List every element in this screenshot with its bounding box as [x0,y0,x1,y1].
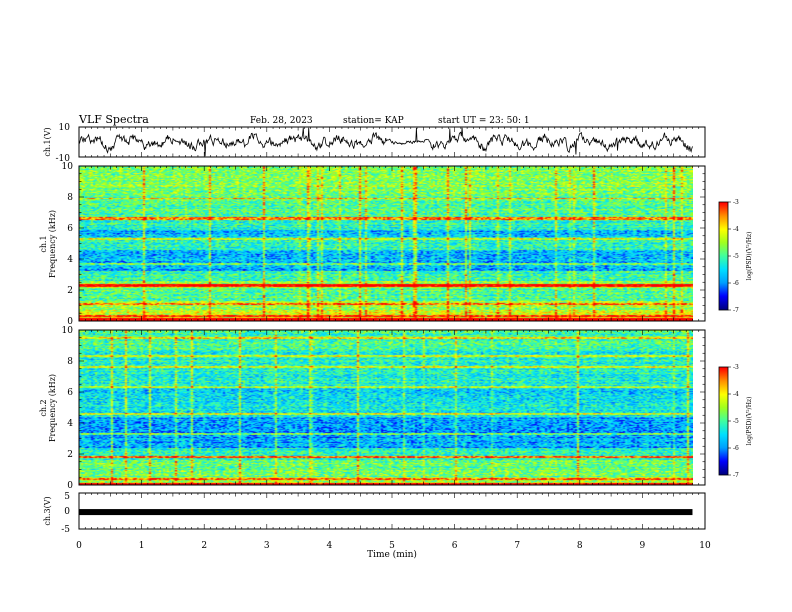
ch3-signal-ticks [78,493,706,529]
ch1-colorbar-label: log(PSD)(V²/Hz) [746,232,753,281]
ch1-waveform-trace [78,127,693,157]
colorbar-tick-label: -3 [733,364,739,371]
station-label: station= KAP [343,116,404,126]
ch2-colorbar-gradient [719,367,728,475]
ch1-spectrogram-panel: 0 2 4 6 8 10 ch.1 Frequency (kHz) [39,162,706,327]
frequency-tick-label: 4 [67,419,73,429]
ch1-colorbar: -3 -4 -5 -6 -7 log(PSD)(V²/Hz) [718,199,753,314]
time-axis-tick-labels: 0 1 2 3 4 5 6 7 8 9 10 [76,541,711,551]
ch1-frequency-tick-labels: 0 2 4 6 8 10 [62,162,74,327]
colorbar-tick-label: -7 [733,472,739,479]
time-tick-label: 7 [514,541,520,551]
colorbar-tick-label: -4 [733,226,739,233]
ch1-waveform-ylabel: ch.1(V) [43,127,52,156]
ch3-ytick-middle: 0 [64,507,70,517]
frequency-tick-label: 6 [67,224,73,234]
frequency-tick-label: 8 [67,193,73,203]
time-tick-label: 6 [452,541,458,551]
ch2-colorbar-ticks: -3 -4 -5 -6 -7 [728,364,739,479]
time-tick-label: 4 [327,541,333,551]
frequency-tick-label: 4 [67,255,73,265]
colorbar-tick-label: -7 [733,307,739,314]
ch3-ytick-bottom: -5 [61,525,70,535]
ch1-spectrogram-ylabel-frequency: Frequency (kHz) [48,210,57,278]
colorbar-tick-label: -3 [733,199,739,206]
date-label: Feb. 28, 2023 [250,116,313,126]
time-tick-label: 5 [389,541,395,551]
figure-title: VLF Spectra [78,113,149,126]
ch1-spectrogram-image [79,166,693,321]
colorbar-tick-label: -4 [733,391,739,398]
frequency-tick-label: 10 [62,162,74,172]
ch2-spectrogram-panel: 0 2 4 6 8 10 ch.2 Frequency (kHz) [39,326,706,491]
ch3-signal-trace [79,509,693,516]
ch2-spectrogram-ylabel-channel: ch.2 [39,399,48,416]
start-time-label: start UT = 23: 50: 1 [438,116,530,126]
ch2-spectrogram-ticks [78,329,706,486]
frequency-tick-label: 0 [67,481,73,491]
frequency-tick-label: 0 [67,317,73,327]
ch1-ytick-top: 10 [59,123,71,133]
time-tick-label: 1 [139,541,145,551]
time-tick-label: 3 [264,541,270,551]
ch3-ytick-top: 5 [64,492,70,502]
time-tick-label: 8 [577,541,583,551]
frequency-tick-label: 6 [67,388,73,398]
ch3-signal-panel: 5 0 -5 ch.3(V) 0 1 2 3 4 5 6 7 8 9 10 Time (min) [43,492,711,560]
ch2-spectrogram-image [79,330,693,485]
ch1-spectrogram-ticks [78,165,706,322]
frequency-tick-label: 10 [62,326,74,336]
ch1-colorbar-gradient [719,202,728,310]
ch1-spectrogram-ylabel-channel: ch.1 [39,235,48,252]
ch1-colorbar-ticks: -3 -4 -5 -6 -7 [728,199,739,314]
ch2-colorbar-label: log(PSD)(V²/Hz) [746,397,753,446]
frequency-tick-label: 2 [67,286,73,296]
time-tick-label: 9 [640,541,646,551]
ch3-signal-ylabel: ch.3(V) [43,496,52,525]
time-axis-label: Time (min) [367,549,417,560]
frequency-tick-label: 8 [67,357,73,367]
ch1-waveform-ticks [78,127,706,157]
ch2-colorbar: -3 -4 -5 -6 -7 log(PSD)(V²/Hz) [718,364,753,479]
ch1-waveform-panel: 10 -10 ch.1(V) [43,123,706,164]
colorbar-tick-label: -6 [733,280,739,287]
frequency-tick-label: 2 [67,450,73,460]
ch2-spectrogram-ylabel-frequency: Frequency (kHz) [48,374,57,442]
time-tick-label: 0 [76,541,82,551]
colorbar-tick-label: -5 [733,418,739,425]
colorbar-tick-label: -5 [733,253,739,260]
ch1-ytick-bottom: -10 [56,154,71,164]
colorbar-tick-label: -6 [733,445,739,452]
time-tick-label: 10 [699,541,711,551]
time-tick-label: 2 [201,541,207,551]
ch2-frequency-tick-labels: 0 2 4 6 8 10 [62,326,74,491]
